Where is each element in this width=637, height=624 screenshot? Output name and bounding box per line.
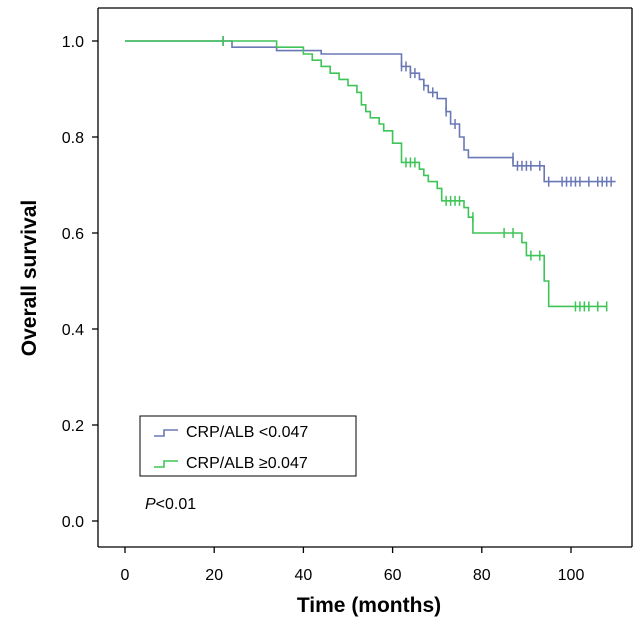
y-tick-label: 0.6 bbox=[62, 226, 84, 243]
legend-label-crp-alb-low: CRP/ALB <0.047 bbox=[186, 424, 308, 441]
survival-curve-series-1 bbox=[125, 40, 607, 308]
p-value-threshold: <0.01 bbox=[156, 496, 197, 513]
x-axis-title: Time (months) bbox=[297, 594, 441, 617]
p-value-letter: P bbox=[145, 496, 156, 513]
x-tick-label: 100 bbox=[558, 567, 585, 584]
y-tick-label: 0.4 bbox=[62, 322, 84, 339]
y-tick-label: 1.0 bbox=[62, 34, 84, 51]
x-tick-label: 20 bbox=[205, 567, 223, 584]
p-value-annotation: P<0.01 bbox=[145, 496, 196, 513]
legend-label-crp-alb-high: CRP/ALB ≥0.047 bbox=[186, 455, 308, 472]
legend: CRP/ALB <0.047 CRP/ALB ≥0.047 bbox=[139, 415, 357, 477]
y-tick-label: 0.2 bbox=[62, 418, 84, 435]
ticks: 0204060801001200.00.20.40.60.81.0 bbox=[62, 34, 585, 584]
series bbox=[125, 36, 616, 312]
legend-swatch-crp-alb-low bbox=[154, 429, 178, 437]
legend-box bbox=[139, 415, 357, 477]
y-tick-label: 0.8 bbox=[62, 130, 84, 147]
x-tick-label: 60 bbox=[384, 567, 402, 584]
x-tick-label: 0 bbox=[121, 567, 130, 584]
y-tick-label: 0.0 bbox=[62, 514, 84, 531]
x-tick-label: 80 bbox=[473, 567, 491, 584]
x-tick-label: 40 bbox=[295, 567, 313, 584]
axes bbox=[97, 7, 633, 548]
legend-swatch-crp-alb-high bbox=[154, 460, 178, 468]
y-axis-title: Overall survival bbox=[18, 200, 41, 356]
